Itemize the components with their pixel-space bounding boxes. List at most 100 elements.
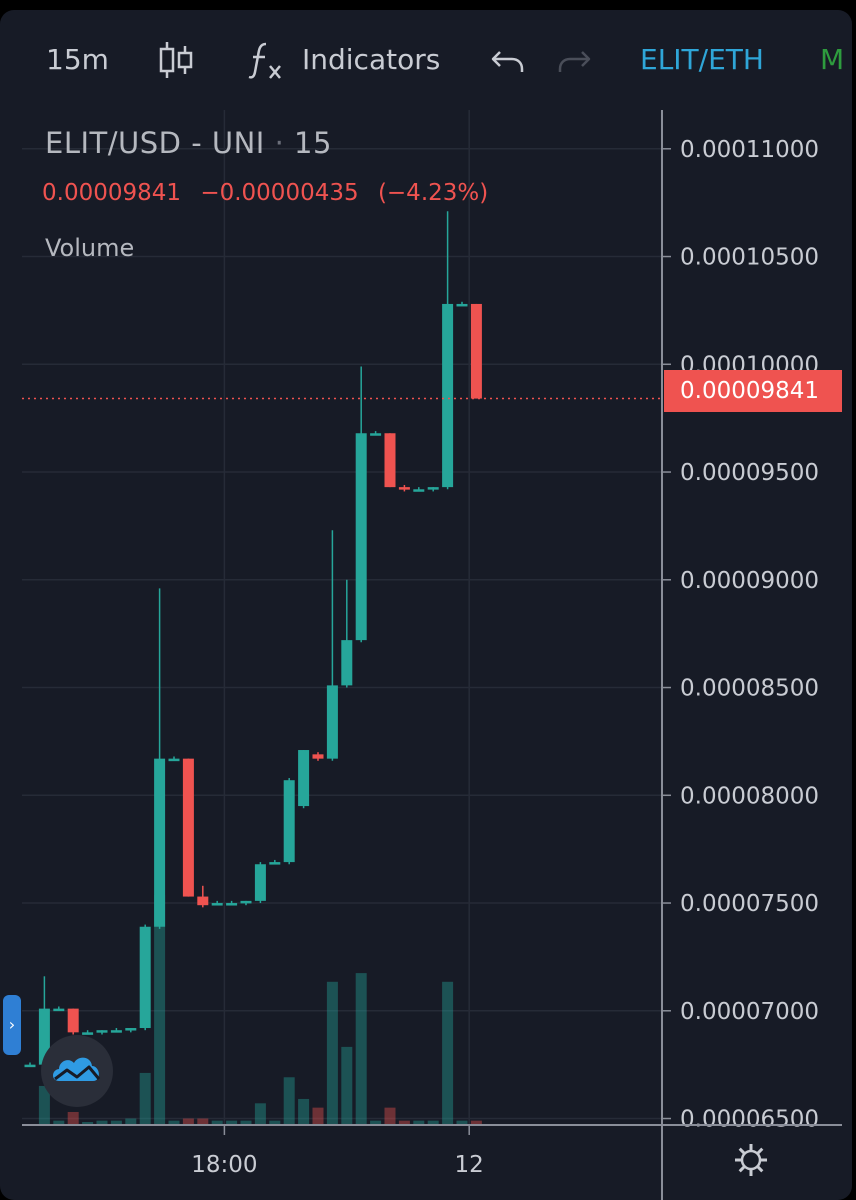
candle-body: [283, 780, 295, 863]
volume-bar: [254, 1103, 266, 1125]
legend-change: −0.00000435: [200, 180, 359, 206]
toolbar-item-m[interactable]: M: [820, 43, 845, 76]
cloud-chart-icon: [53, 1057, 101, 1081]
last-price-tag: 0.00009841: [664, 370, 842, 412]
candlestick-icon[interactable]: [158, 38, 194, 82]
candle-body: [326, 685, 338, 759]
candle-body: [154, 758, 166, 927]
legend-symbol-title: ELIT/USD - UNI · 15: [45, 126, 332, 160]
symbol-link-elit-eth[interactable]: ELIT/ETH: [640, 43, 764, 76]
y-axis-label: 0.00009000: [680, 568, 819, 594]
candle-body: [370, 433, 382, 436]
candle-body: [413, 489, 425, 492]
volume-bar: [197, 1118, 209, 1125]
volume-bar: [442, 981, 454, 1125]
legend-change-pct: (−4.23%): [377, 180, 489, 206]
y-axis-label: 0.00009500: [680, 460, 819, 486]
legend-last-price: 0.00009841: [42, 180, 182, 206]
candle-body: [269, 862, 281, 865]
y-axis-label: 0.00007500: [680, 891, 819, 917]
candle-body: [197, 896, 209, 906]
volume-bar: [341, 1046, 353, 1125]
y-axis-label: 0.00006500: [680, 1107, 819, 1133]
candle-body: [96, 1030, 108, 1033]
volume-bar: [384, 1107, 396, 1125]
legend-dot: ·: [274, 126, 285, 160]
volume-bar: [182, 1118, 194, 1125]
volume-bar: [355, 973, 367, 1125]
y-axis-label: 0.00010500: [680, 245, 819, 271]
legend-values: 0.00009841 −0.00000435 (−4.23%): [42, 180, 500, 206]
volume-bar: [110, 1120, 122, 1125]
x-axis-label: 12: [455, 1152, 484, 1178]
candle-body: [384, 433, 396, 488]
candle-body: [355, 433, 367, 641]
redo-icon[interactable]: [556, 38, 592, 82]
candle-body: [312, 754, 324, 759]
volume-bar: [269, 1120, 281, 1125]
volume-bar: [67, 1111, 79, 1125]
price-chart[interactable]: 0.000110000.000105000.000100000.00009500…: [0, 10, 852, 1200]
volume-bar: [240, 1120, 252, 1125]
candle-body: [470, 303, 482, 399]
volume-bar: [312, 1107, 324, 1125]
volume-bar: [125, 1118, 137, 1125]
candle-body: [398, 487, 410, 490]
candle-body: [182, 758, 194, 897]
candle-body: [456, 303, 468, 307]
legend-interval: 15: [294, 126, 332, 160]
volume-bar: [226, 1120, 238, 1125]
settings-gear-icon[interactable]: [735, 1144, 767, 1176]
candle-body: [38, 1008, 50, 1065]
volume-bar: [283, 1077, 295, 1125]
y-axis-label: 0.00008000: [680, 783, 819, 809]
volume-bar: [53, 1120, 65, 1125]
candle-body: [211, 903, 223, 906]
candle-body: [298, 750, 310, 807]
volume-bar: [298, 1098, 310, 1125]
volume-bar: [139, 1072, 151, 1125]
x-axis-label: 18:00: [191, 1152, 257, 1178]
y-axis-label: 0.00007000: [680, 999, 819, 1025]
candle-body: [240, 900, 252, 904]
volume-bar: [168, 1120, 180, 1125]
candle-body: [110, 1030, 122, 1033]
volume-bar: [470, 1120, 482, 1125]
fx-icon[interactable]: [246, 38, 286, 82]
volume-bar: [82, 1122, 94, 1125]
volume-bar: [370, 1120, 382, 1125]
candle-body: [427, 487, 439, 490]
chart-panel: 15m Indicators: [0, 10, 852, 1200]
legend-volume-label[interactable]: Volume: [45, 234, 135, 262]
candle-body: [24, 1064, 36, 1068]
candle-body: [442, 303, 454, 488]
undo-icon[interactable]: [490, 38, 526, 82]
volume-bar: [326, 981, 338, 1125]
legend-symbol: ELIT/USD - UNI: [45, 126, 265, 160]
interval-button[interactable]: 15m: [46, 43, 109, 76]
chevron-right-icon: ›: [8, 1015, 16, 1034]
volume-bar: [211, 1120, 223, 1125]
volume-bar: [96, 1120, 108, 1125]
candle-body: [341, 640, 353, 686]
candle-body: [226, 903, 238, 906]
volume-bar: [398, 1120, 410, 1125]
candle-body: [254, 864, 266, 901]
candle-body: [53, 1008, 65, 1012]
tradingview-logo-button[interactable]: [41, 1035, 113, 1107]
candle-body: [82, 1032, 94, 1035]
volume-bar: [154, 895, 166, 1125]
candle-body: [168, 758, 180, 762]
candle-body: [67, 1008, 79, 1033]
y-axis-label: 0.00008500: [680, 676, 819, 702]
volume-bar: [413, 1120, 425, 1125]
candle-body: [139, 926, 151, 1029]
volume-bar: [38, 1085, 50, 1125]
y-axis-label: 0.00011000: [680, 137, 819, 163]
candle-body: [125, 1028, 137, 1031]
indicators-button[interactable]: Indicators: [302, 43, 441, 76]
volume-bar: [427, 1120, 439, 1125]
side-panel-handle[interactable]: ›: [3, 995, 21, 1055]
volume-bar: [456, 1120, 468, 1125]
